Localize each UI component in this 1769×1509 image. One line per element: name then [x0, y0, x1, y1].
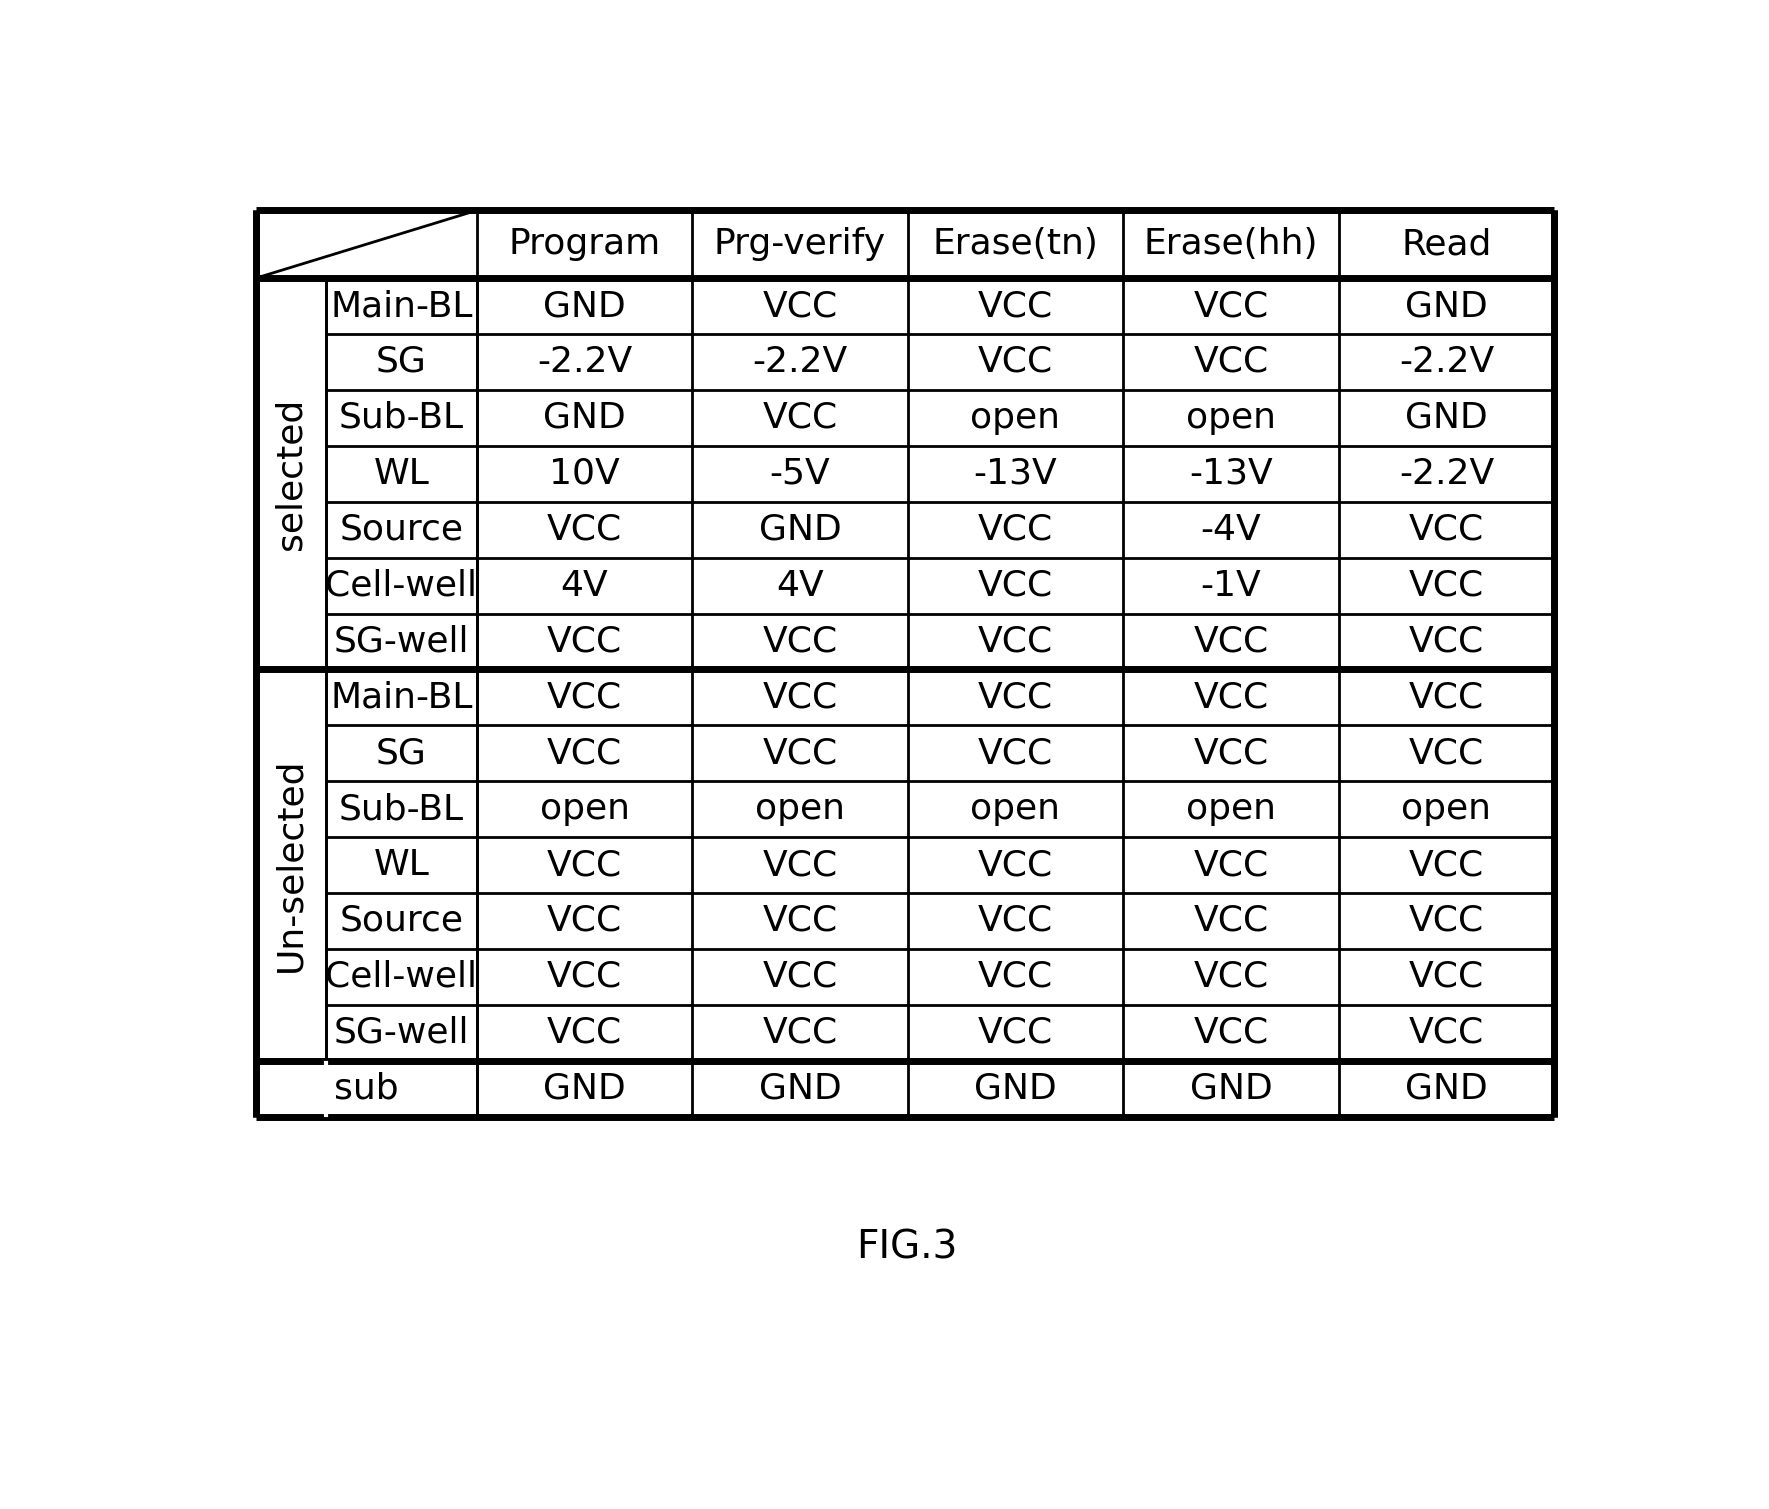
Text: GND: GND [759, 513, 842, 546]
Text: VCC: VCC [978, 1016, 1053, 1050]
Text: -1V: -1V [1201, 569, 1261, 602]
Text: GND: GND [759, 1071, 842, 1106]
Text: VCC: VCC [978, 513, 1053, 546]
Text: FIG.3: FIG.3 [856, 1228, 957, 1266]
Text: VCC: VCC [978, 625, 1053, 658]
Text: VCC: VCC [547, 848, 623, 883]
Text: VCC: VCC [978, 569, 1053, 602]
Text: SG-well: SG-well [334, 1016, 469, 1050]
Text: Source: Source [340, 904, 463, 939]
Text: open: open [1185, 792, 1275, 825]
Text: GND: GND [543, 1071, 626, 1106]
Text: Erase(hh): Erase(hh) [1145, 228, 1318, 261]
Text: open: open [540, 792, 630, 825]
Text: sub: sub [334, 1071, 398, 1106]
Text: Sub-BL: Sub-BL [338, 401, 463, 435]
Text: Cell-well: Cell-well [325, 960, 478, 994]
Text: GND: GND [975, 1071, 1056, 1106]
Text: -4V: -4V [1201, 513, 1261, 546]
Text: 10V: 10V [548, 457, 619, 490]
Text: Main-BL: Main-BL [331, 681, 472, 714]
Text: VCC: VCC [978, 346, 1053, 379]
Text: VCC: VCC [1194, 681, 1268, 714]
Text: VCC: VCC [762, 736, 839, 770]
Text: GND: GND [543, 290, 626, 323]
Text: VCC: VCC [1408, 625, 1484, 658]
Text: VCC: VCC [1194, 848, 1268, 883]
Text: -13V: -13V [973, 457, 1058, 490]
Text: VCC: VCC [1408, 736, 1484, 770]
Text: -2.2V: -2.2V [1399, 346, 1495, 379]
Text: VCC: VCC [1408, 904, 1484, 939]
Text: SG: SG [375, 346, 426, 379]
Text: VCC: VCC [1194, 904, 1268, 939]
Text: VCC: VCC [762, 960, 839, 994]
Text: VCC: VCC [762, 401, 839, 435]
Text: 4V: 4V [777, 569, 824, 602]
Text: VCC: VCC [547, 960, 623, 994]
Text: GND: GND [1405, 290, 1488, 323]
Text: VCC: VCC [1194, 1016, 1268, 1050]
Text: -5V: -5V [770, 457, 830, 490]
Text: VCC: VCC [1408, 513, 1484, 546]
Text: VCC: VCC [978, 848, 1053, 883]
Text: SG: SG [375, 736, 426, 770]
Text: VCC: VCC [1194, 736, 1268, 770]
Text: VCC: VCC [762, 681, 839, 714]
Text: VCC: VCC [762, 625, 839, 658]
Text: VCC: VCC [547, 681, 623, 714]
Text: GND: GND [1189, 1071, 1272, 1106]
Text: Erase(tn): Erase(tn) [932, 228, 1099, 261]
Text: 4V: 4V [561, 569, 609, 602]
Text: open: open [1401, 792, 1491, 825]
Text: VCC: VCC [1194, 290, 1268, 323]
Text: VCC: VCC [978, 904, 1053, 939]
Text: SG-well: SG-well [334, 625, 469, 658]
Text: VCC: VCC [762, 290, 839, 323]
Text: WL: WL [373, 457, 430, 490]
Text: VCC: VCC [1408, 1016, 1484, 1050]
Text: VCC: VCC [978, 290, 1053, 323]
Text: VCC: VCC [547, 625, 623, 658]
Text: VCC: VCC [1408, 960, 1484, 994]
Text: VCC: VCC [1194, 346, 1268, 379]
Text: VCC: VCC [547, 736, 623, 770]
Text: VCC: VCC [1408, 848, 1484, 883]
Text: VCC: VCC [547, 1016, 623, 1050]
Text: -2.2V: -2.2V [752, 346, 847, 379]
Text: Un-selected: Un-selected [274, 758, 308, 972]
Text: open: open [971, 792, 1060, 825]
Text: VCC: VCC [1408, 569, 1484, 602]
Text: open: open [971, 401, 1060, 435]
Text: VCC: VCC [978, 736, 1053, 770]
Text: VCC: VCC [762, 904, 839, 939]
Text: Prg-verify: Prg-verify [715, 228, 886, 261]
Text: Main-BL: Main-BL [331, 290, 472, 323]
Text: VCC: VCC [762, 848, 839, 883]
Text: VCC: VCC [762, 1016, 839, 1050]
Text: WL: WL [373, 848, 430, 883]
Text: VCC: VCC [547, 513, 623, 546]
Text: selected: selected [274, 398, 308, 549]
Text: -2.2V: -2.2V [538, 346, 632, 379]
Text: -13V: -13V [1189, 457, 1274, 490]
Text: -2.2V: -2.2V [1399, 457, 1495, 490]
Text: Source: Source [340, 513, 463, 546]
Text: GND: GND [1405, 401, 1488, 435]
Text: VCC: VCC [547, 904, 623, 939]
Text: VCC: VCC [1194, 960, 1268, 994]
Text: VCC: VCC [1408, 681, 1484, 714]
Text: Read: Read [1401, 228, 1491, 261]
Text: GND: GND [543, 401, 626, 435]
Text: Cell-well: Cell-well [325, 569, 478, 602]
Text: VCC: VCC [1194, 625, 1268, 658]
Text: open: open [1185, 401, 1275, 435]
Text: VCC: VCC [978, 681, 1053, 714]
Text: GND: GND [1405, 1071, 1488, 1106]
Text: Program: Program [508, 228, 662, 261]
Text: Sub-BL: Sub-BL [338, 792, 463, 825]
Text: open: open [755, 792, 846, 825]
Text: VCC: VCC [978, 960, 1053, 994]
